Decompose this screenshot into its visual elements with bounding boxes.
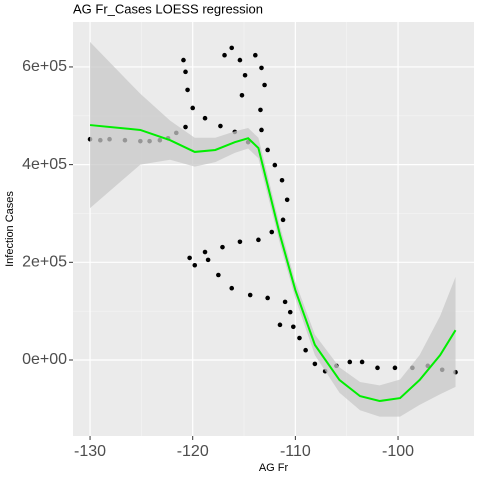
x-axis-title: AG Fr [259,462,289,474]
point [269,229,275,235]
y-tick-label: 2e+05 [22,254,67,271]
point [259,65,264,71]
point [280,217,286,223]
x-tick-label: -100 [382,443,414,460]
point [359,359,365,365]
y-axis-title: Infection Cases [4,191,16,267]
point [312,361,318,367]
point [187,255,192,261]
point [259,127,264,133]
point [277,322,283,328]
point [229,45,235,51]
point [183,124,188,130]
point [185,87,190,93]
point [291,324,296,330]
point [239,92,245,98]
point [262,82,267,88]
point [258,107,263,113]
point [229,285,235,291]
point [375,365,380,371]
y-tick-label: 6e+05 [22,58,67,75]
point [205,257,211,263]
chart-title: AG Fr_Cases LOESS regression [73,1,263,16]
point [347,359,353,365]
point [242,72,248,78]
point [253,52,258,58]
point [282,299,288,305]
x-tick-label: -120 [177,443,209,460]
point [216,272,221,278]
point [202,115,208,121]
point [287,309,293,315]
point [303,347,308,353]
confidence-band [90,42,456,417]
point [190,105,196,111]
y-tick-label: 0e+00 [22,351,67,368]
point [183,69,188,75]
x-tick-label: -110 [280,443,311,460]
point [220,244,225,250]
point [256,237,261,243]
panel [73,22,474,436]
point [272,162,278,168]
point [297,335,302,341]
point [202,249,208,255]
point [218,123,223,129]
point [392,365,398,371]
point [247,292,253,298]
point [279,177,285,183]
point [284,197,290,203]
point [237,57,243,63]
point [181,57,186,63]
point [265,147,270,153]
y-tick-label: 4e+05 [22,156,67,173]
x-tick-label: -130 [74,443,106,460]
point [265,295,270,301]
point [237,239,243,245]
point [222,52,227,58]
loess-line [89,124,457,403]
point [192,262,198,268]
